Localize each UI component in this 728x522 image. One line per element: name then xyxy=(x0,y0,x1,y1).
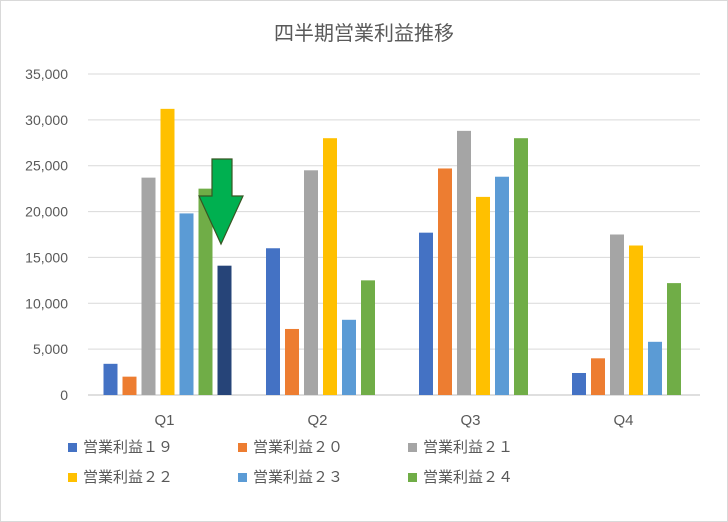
legend-label: 営業利益２３ xyxy=(253,468,343,486)
y-tick-label: 30,000 xyxy=(25,112,68,128)
x-tick-label: Q2 xyxy=(307,412,327,429)
bar xyxy=(179,213,194,395)
bar xyxy=(572,372,586,395)
x-tick-label: Q3 xyxy=(460,412,480,429)
bar xyxy=(438,168,452,395)
y-tick-label: 0 xyxy=(60,387,68,403)
bar xyxy=(198,188,213,395)
bar xyxy=(495,176,509,395)
legend-swatch xyxy=(68,443,77,452)
legend-swatch xyxy=(238,473,247,482)
bar xyxy=(342,319,356,395)
legend-swatch xyxy=(408,473,417,482)
legend-label: 営業利益２４ xyxy=(423,468,513,486)
bar xyxy=(648,341,662,395)
y-tick-label: 5,000 xyxy=(33,341,68,357)
bar xyxy=(361,280,375,395)
bar xyxy=(514,138,528,395)
bar xyxy=(476,196,490,395)
y-tick-label: 10,000 xyxy=(25,295,68,311)
bar xyxy=(266,248,280,395)
bar xyxy=(285,328,299,395)
legend-swatch xyxy=(238,443,247,452)
bar xyxy=(667,283,681,395)
chart-title: 四半期営業利益推移 xyxy=(274,21,454,45)
bar xyxy=(141,177,156,395)
bar xyxy=(610,234,624,395)
legend-swatch xyxy=(408,443,417,452)
bar xyxy=(160,108,175,395)
legend-label: 営業利益２１ xyxy=(423,438,513,456)
bar xyxy=(103,363,118,395)
bar xyxy=(457,130,471,395)
bar xyxy=(122,376,137,395)
legend-label: 営業利益２２ xyxy=(83,468,173,486)
down-arrow-annotation xyxy=(198,158,244,246)
extra-bar xyxy=(217,265,232,395)
legend-swatch xyxy=(68,473,77,482)
x-tick-label: Q4 xyxy=(613,412,633,429)
bar xyxy=(419,232,433,395)
x-tick-label: Q1 xyxy=(154,412,174,429)
y-tick-label: 25,000 xyxy=(25,158,68,174)
bar xyxy=(629,245,643,395)
bar xyxy=(304,170,318,395)
bar xyxy=(591,358,605,395)
y-tick-label: 20,000 xyxy=(25,204,68,220)
y-tick-label: 35,000 xyxy=(25,66,68,82)
legend-label: 営業利益１９ xyxy=(83,438,173,456)
y-tick-label: 15,000 xyxy=(25,249,68,265)
bar xyxy=(323,138,337,395)
legend-label: 営業利益２０ xyxy=(253,438,343,456)
